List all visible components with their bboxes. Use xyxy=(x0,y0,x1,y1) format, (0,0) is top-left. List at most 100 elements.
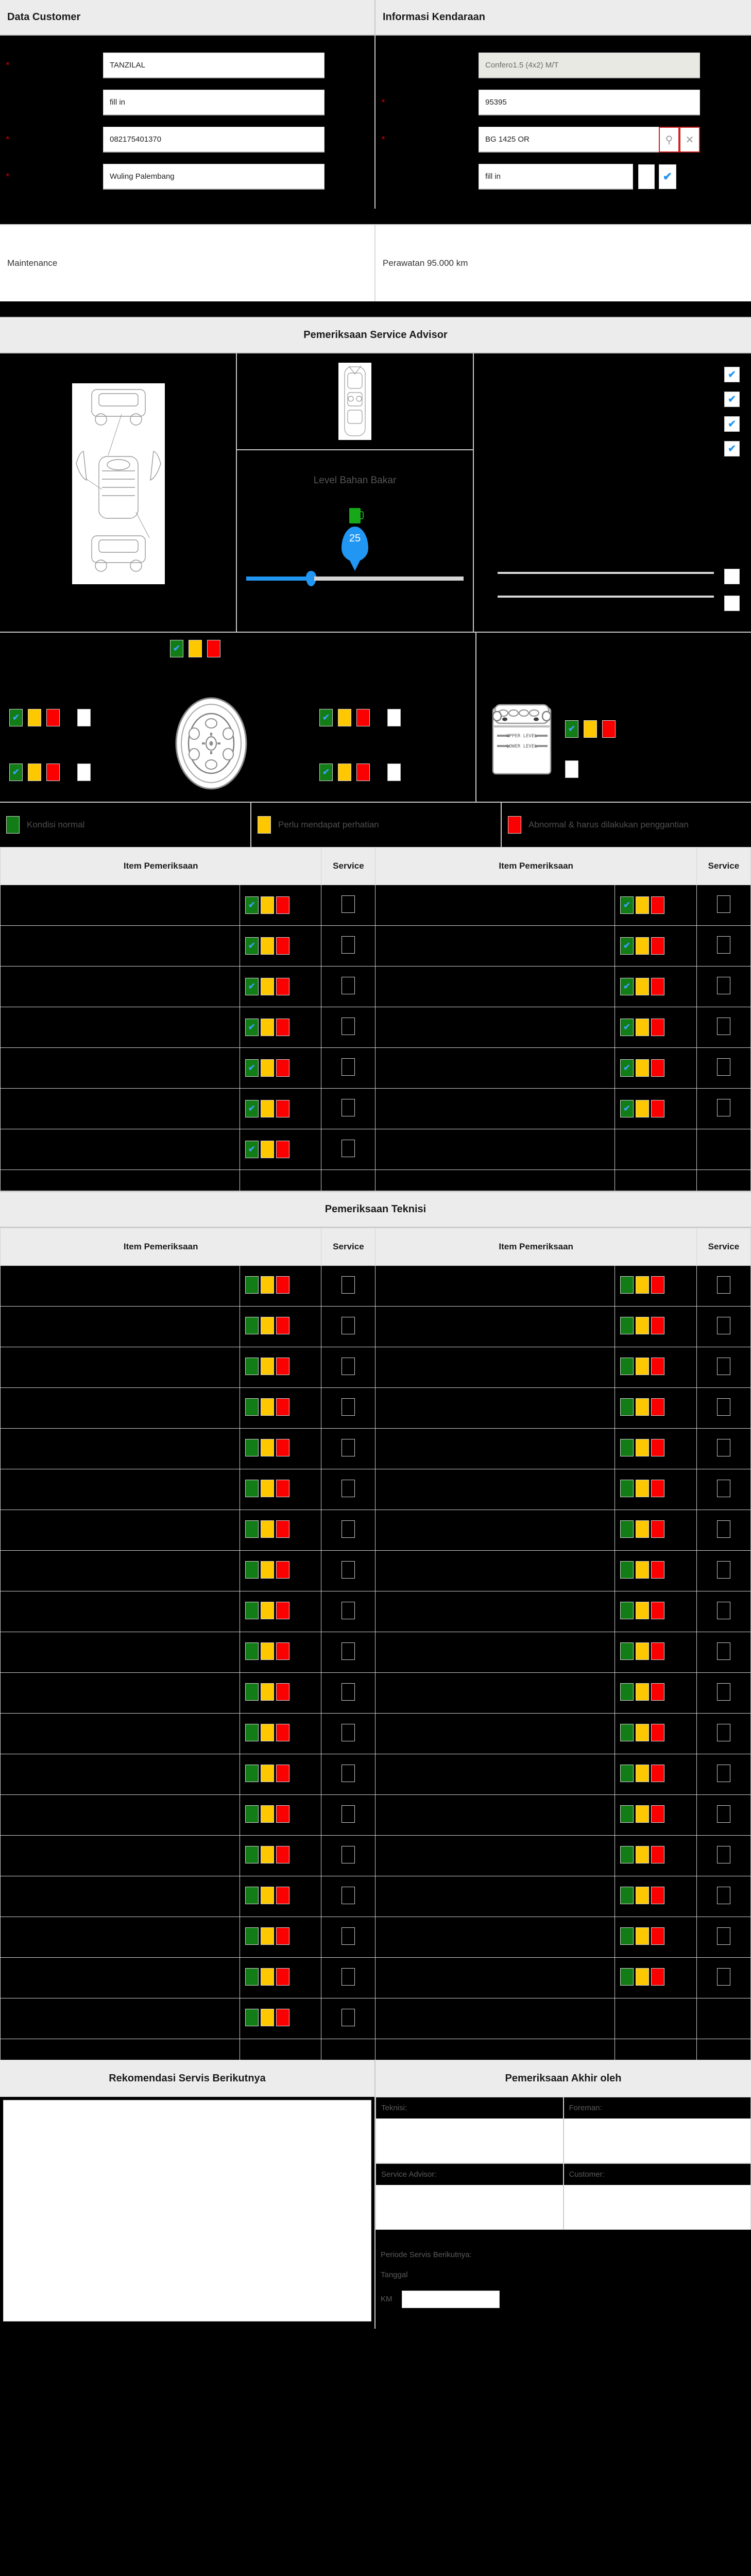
service-checkbox[interactable]: ✔ xyxy=(565,760,578,778)
condition-yellow[interactable] xyxy=(636,1927,650,1945)
service-checkbox[interactable] xyxy=(342,1358,355,1375)
condition-red[interactable] xyxy=(651,1805,665,1823)
condition-green[interactable] xyxy=(245,1439,259,1456)
condition-red[interactable]: ✔ xyxy=(46,764,60,781)
service-checkbox[interactable] xyxy=(716,1642,730,1660)
condition-red[interactable] xyxy=(276,1805,289,1823)
condition-red[interactable] xyxy=(651,1927,665,1945)
condition-green-selected[interactable]: ✔ xyxy=(9,764,23,781)
condition-yellow[interactable] xyxy=(636,1317,650,1334)
condition-yellow[interactable] xyxy=(636,1019,650,1036)
condition-yellow[interactable] xyxy=(636,1358,650,1375)
checklist-checkbox-6[interactable]: ✔ xyxy=(724,596,740,611)
condition-green[interactable] xyxy=(620,1439,634,1456)
condition-yellow[interactable] xyxy=(260,1642,274,1660)
service-checkbox[interactable] xyxy=(716,1018,730,1035)
service-checkbox[interactable] xyxy=(716,1480,730,1497)
condition-red[interactable] xyxy=(276,1141,289,1158)
service-checkbox[interactable] xyxy=(716,977,730,994)
condition-green[interactable] xyxy=(245,1561,259,1579)
condition-red[interactable] xyxy=(276,978,289,995)
condition-red[interactable] xyxy=(651,1398,665,1416)
close-icon[interactable]: ✕ xyxy=(679,127,700,152)
service-checkbox[interactable]: ✔ xyxy=(387,764,401,781)
service-checkbox[interactable] xyxy=(716,1058,730,1076)
condition-yellow[interactable] xyxy=(260,1358,274,1375)
service-checkbox[interactable] xyxy=(716,1520,730,1538)
condition-yellow[interactable] xyxy=(260,1317,274,1334)
condition-red[interactable] xyxy=(651,937,665,955)
service-checkbox[interactable] xyxy=(342,1846,355,1863)
condition-yellow[interactable] xyxy=(636,1520,650,1538)
condition-yellow[interactable] xyxy=(260,1561,274,1579)
condition-green[interactable] xyxy=(620,1561,634,1579)
condition-yellow[interactable] xyxy=(260,937,274,955)
vehicle-odometer-input[interactable]: 95395 xyxy=(479,90,700,115)
condition-red[interactable] xyxy=(651,1846,665,1863)
search-icon[interactable]: ⚲ xyxy=(659,127,679,152)
condition-yellow[interactable] xyxy=(636,978,650,995)
condition-yellow[interactable]: ✔ xyxy=(338,764,351,781)
service-checkbox[interactable] xyxy=(342,1018,355,1035)
condition-red[interactable] xyxy=(276,1358,289,1375)
condition-red[interactable] xyxy=(276,1059,289,1077)
condition-red[interactable] xyxy=(651,1317,665,1334)
condition-yellow[interactable] xyxy=(260,1276,274,1294)
condition-green-selected[interactable]: ✔ xyxy=(245,978,259,995)
condition-yellow[interactable]: ✔ xyxy=(28,709,41,726)
condition-yellow[interactable] xyxy=(260,1805,274,1823)
condition-green[interactable] xyxy=(245,1765,259,1782)
condition-green[interactable] xyxy=(245,2009,259,2026)
service-checkbox[interactable] xyxy=(342,2009,355,2026)
service-checkbox[interactable] xyxy=(716,1887,730,1904)
service-checkbox[interactable] xyxy=(716,1439,730,1456)
condition-yellow[interactable] xyxy=(260,896,274,914)
condition-green-selected[interactable]: ✔ xyxy=(245,1019,259,1036)
condition-yellow[interactable] xyxy=(260,1968,274,1986)
condition-green-selected[interactable]: ✔ xyxy=(245,937,259,955)
condition-yellow[interactable] xyxy=(636,1439,650,1456)
condition-red[interactable] xyxy=(276,896,289,914)
condition-yellow[interactable]: ✔ xyxy=(28,764,41,781)
condition-yellow[interactable] xyxy=(260,1141,274,1158)
condition-yellow[interactable]: ✔ xyxy=(584,720,597,738)
service-checkbox[interactable] xyxy=(342,1765,355,1782)
condition-red[interactable] xyxy=(276,2009,289,2026)
condition-red[interactable] xyxy=(651,1561,665,1579)
condition-green[interactable] xyxy=(245,1317,259,1334)
condition-green-selected[interactable]: ✔ xyxy=(9,709,23,726)
condition-red[interactable]: ✔ xyxy=(207,640,220,657)
condition-green[interactable] xyxy=(620,1765,634,1782)
condition-yellow[interactable] xyxy=(636,1887,650,1904)
condition-green[interactable] xyxy=(620,1520,634,1538)
condition-green-selected[interactable]: ✔ xyxy=(620,1100,634,1117)
vehicle-extra-blank-box[interactable] xyxy=(638,164,655,189)
condition-green-selected[interactable]: ✔ xyxy=(620,978,634,995)
condition-green[interactable] xyxy=(620,1602,634,1619)
condition-green-selected[interactable]: ✔ xyxy=(620,1059,634,1077)
condition-green[interactable] xyxy=(620,1927,634,1945)
customer-secondary-input[interactable]: fill in xyxy=(103,90,325,115)
condition-red[interactable] xyxy=(651,1683,665,1701)
condition-yellow[interactable]: ✔ xyxy=(189,640,202,657)
service-checkbox[interactable] xyxy=(716,1765,730,1782)
vehicle-extra-checkbox[interactable]: ✔ xyxy=(659,164,676,189)
service-checkbox[interactable] xyxy=(342,1561,355,1579)
condition-green-selected[interactable]: ✔ xyxy=(620,896,634,914)
service-checkbox[interactable] xyxy=(342,1887,355,1904)
condition-red[interactable] xyxy=(276,1317,289,1334)
condition-red[interactable] xyxy=(276,1480,289,1497)
condition-green-selected[interactable]: ✔ xyxy=(245,1059,259,1077)
condition-red[interactable] xyxy=(276,1724,289,1741)
condition-yellow[interactable] xyxy=(636,1059,650,1077)
condition-yellow[interactable] xyxy=(636,1100,650,1117)
service-checkbox[interactable] xyxy=(342,1805,355,1823)
condition-yellow[interactable] xyxy=(636,1602,650,1619)
condition-green[interactable] xyxy=(245,1846,259,1863)
condition-green-selected[interactable]: ✔ xyxy=(245,1141,259,1158)
condition-green[interactable] xyxy=(620,1683,634,1701)
condition-green-selected[interactable]: ✔ xyxy=(170,640,183,657)
condition-green[interactable] xyxy=(245,1887,259,1904)
service-checkbox[interactable]: ✔ xyxy=(77,764,91,781)
service-checkbox[interactable] xyxy=(342,1602,355,1619)
